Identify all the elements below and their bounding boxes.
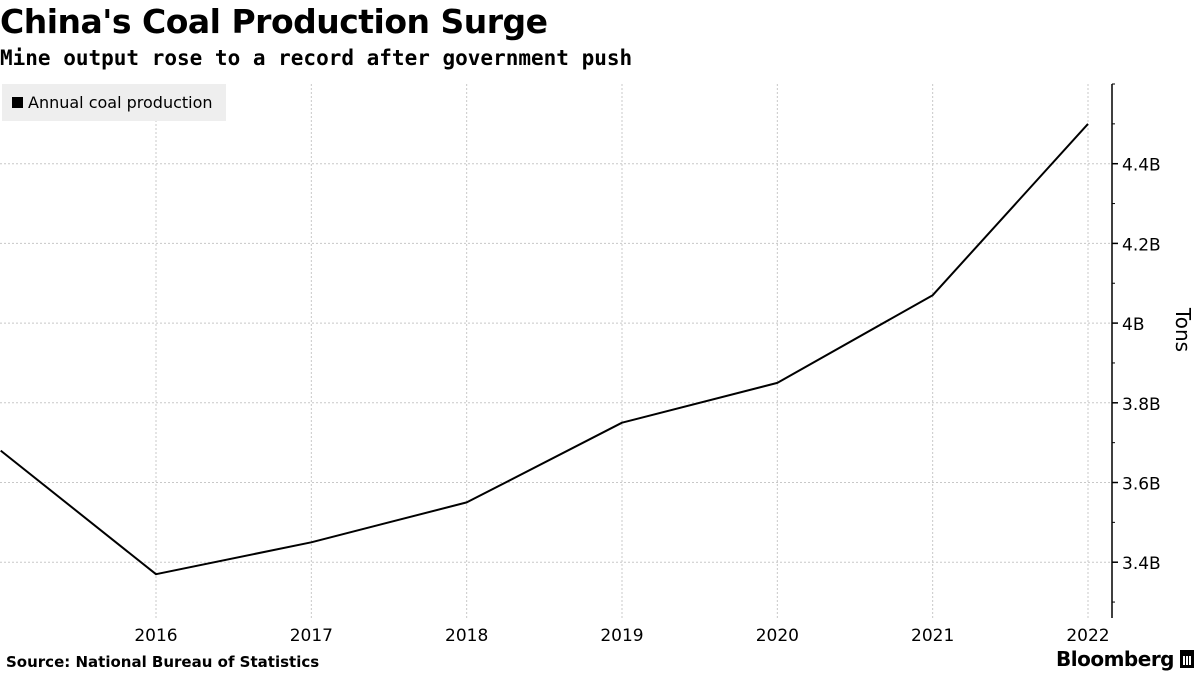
brand-name: Bloomberg xyxy=(1056,647,1174,671)
y-tick-label: 3.8B xyxy=(1122,395,1161,415)
series-line xyxy=(0,123,1089,576)
axes: 3.4B 3.6B 3.8B 4B 4.2B 4.4B Tons 2016 2017 2018 20… xyxy=(134,83,1195,646)
bloomberg-terminal-icon xyxy=(1180,650,1194,668)
brand-logo: Bloomberg xyxy=(1056,647,1194,671)
legend-label: Annual coal production xyxy=(28,93,213,112)
y-tick-label: 4.2B xyxy=(1122,235,1161,255)
series-layer xyxy=(0,123,1089,576)
chart-subtitle: Mine output rose to a record after gover… xyxy=(0,46,633,70)
x-tick-label: 2020 xyxy=(756,626,799,646)
x-tick-label: 2022 xyxy=(1066,626,1109,646)
x-tick-label: 2019 xyxy=(600,626,643,646)
y-tick-label: 3.4B xyxy=(1122,554,1161,574)
chart-title: China's Coal Production Surge xyxy=(0,2,548,41)
grid-lines xyxy=(0,84,1112,618)
legend: Annual coal production xyxy=(2,84,226,121)
x-tick-label: 2017 xyxy=(290,626,333,646)
x-tick-label: 2018 xyxy=(445,626,488,646)
y-tick-label: 4B xyxy=(1122,315,1144,335)
legend-swatch xyxy=(12,97,23,108)
y-tick-label: 3.6B xyxy=(1122,475,1161,495)
x-tick-label: 2021 xyxy=(911,626,954,646)
y-tick-label: 4.4B xyxy=(1122,156,1161,176)
x-tick-label: 2016 xyxy=(134,626,177,646)
y-axis-title: Tons xyxy=(1171,307,1195,352)
source-note: Source: National Bureau of Statistics xyxy=(6,653,320,671)
